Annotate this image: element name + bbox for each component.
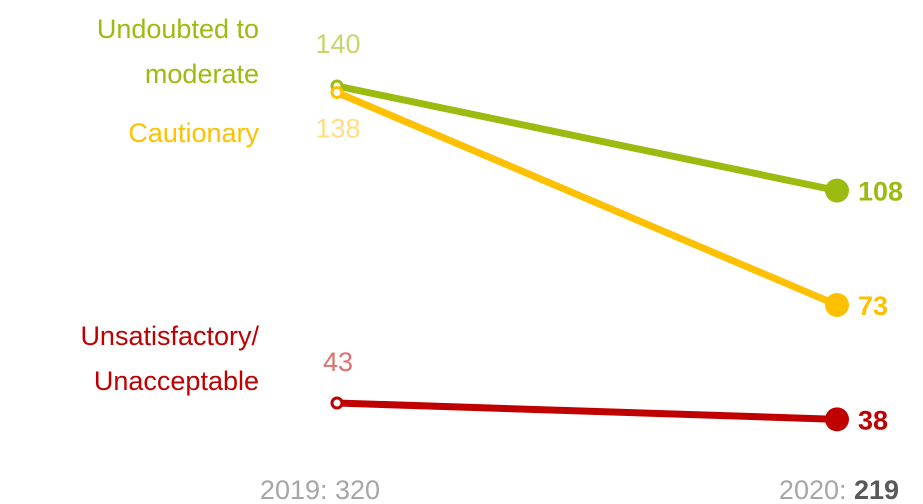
value-label-2020-unsatisfactory-unacceptable: 38 bbox=[858, 405, 888, 435]
x-tick-label-2020: 2020: 219 bbox=[779, 475, 899, 504]
series-line-cautionary bbox=[333, 89, 841, 309]
point-2020-unsatisfactory-unacceptable bbox=[825, 407, 849, 432]
series-name-undoubted-to-moderate: Undoubted to moderate bbox=[97, 14, 259, 89]
series-labels: 140 108 Undoubted to moderate 138 73 Cautionar… bbox=[80, 14, 903, 435]
point-2019-cautionary bbox=[330, 86, 344, 100]
series-lines bbox=[330, 79, 849, 432]
x-tick-label-2019: 2019: 320 bbox=[260, 475, 380, 504]
point-2020-undoubted-to-moderate bbox=[825, 178, 849, 203]
point-2020-cautionary bbox=[825, 292, 849, 317]
value-label-2020-undoubted-to-moderate: 108 bbox=[858, 177, 903, 207]
series-name-cautionary: Cautionary bbox=[128, 118, 259, 148]
series-name-unsatisfactory-unacceptable: Unsatisfactory/Unacceptable bbox=[80, 321, 259, 396]
point-2019-unsatisfactory-unacceptable bbox=[330, 396, 344, 410]
value-label-2019-cautionary: 138 bbox=[315, 114, 360, 144]
x-axis: 2019: 320 2020: 219 bbox=[260, 475, 899, 504]
series-line-undoubted-to-moderate bbox=[333, 82, 841, 195]
value-label-2019-undoubted-to-moderate: 140 bbox=[315, 29, 360, 59]
value-label-2020-cautionary: 73 bbox=[858, 291, 888, 321]
value-label-2019-unsatisfactory-unacceptable: 43 bbox=[323, 347, 353, 377]
series-line-unsatisfactory-unacceptable bbox=[333, 399, 841, 423]
